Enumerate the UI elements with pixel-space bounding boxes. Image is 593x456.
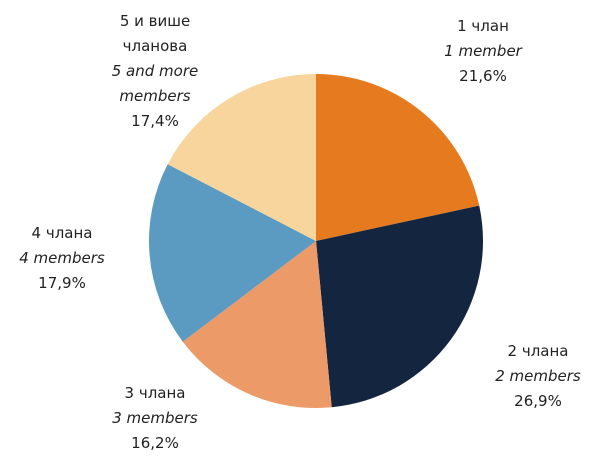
slice bbox=[316, 74, 480, 241]
label-text: 5 и више чланова bbox=[119, 12, 191, 55]
label-text: 1 члан bbox=[457, 17, 509, 35]
label-en: 1 member bbox=[444, 42, 522, 60]
label-text: 26,9% bbox=[514, 392, 562, 410]
label-text: 17,4% bbox=[131, 112, 179, 130]
label-text: 2 члана bbox=[507, 342, 569, 360]
slice bbox=[148, 164, 316, 342]
label-en: 4 members bbox=[19, 249, 105, 267]
label-text: 3 члана bbox=[124, 384, 186, 402]
label-text: 16,2% bbox=[131, 434, 179, 452]
slice-label: 2 члана 2 members 26,9% bbox=[463, 339, 593, 414]
slice-label: 1 члан 1 member 21,6% bbox=[408, 14, 558, 89]
slice bbox=[167, 74, 316, 241]
slice-label: 3 члана 3 members 16,2% bbox=[80, 381, 230, 456]
label-text: 17,9% bbox=[38, 274, 86, 292]
slice bbox=[316, 205, 483, 408]
slice bbox=[182, 241, 332, 408]
slice-label: 4 члана 4 members 17,9% bbox=[0, 221, 124, 296]
slice-label: 5 и више чланова 5 and more members 17,4% bbox=[101, 9, 209, 134]
label-text: 4 члана bbox=[31, 224, 93, 242]
label-text: 21,6% bbox=[459, 67, 507, 85]
label-en: 5 and more members bbox=[111, 62, 199, 105]
label-en: 3 members bbox=[112, 409, 198, 427]
label-en: 2 members bbox=[495, 367, 581, 385]
